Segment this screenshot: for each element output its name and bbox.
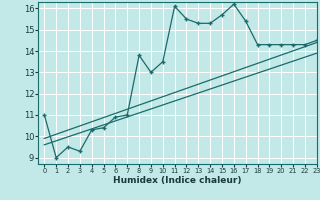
X-axis label: Humidex (Indice chaleur): Humidex (Indice chaleur): [113, 176, 242, 185]
